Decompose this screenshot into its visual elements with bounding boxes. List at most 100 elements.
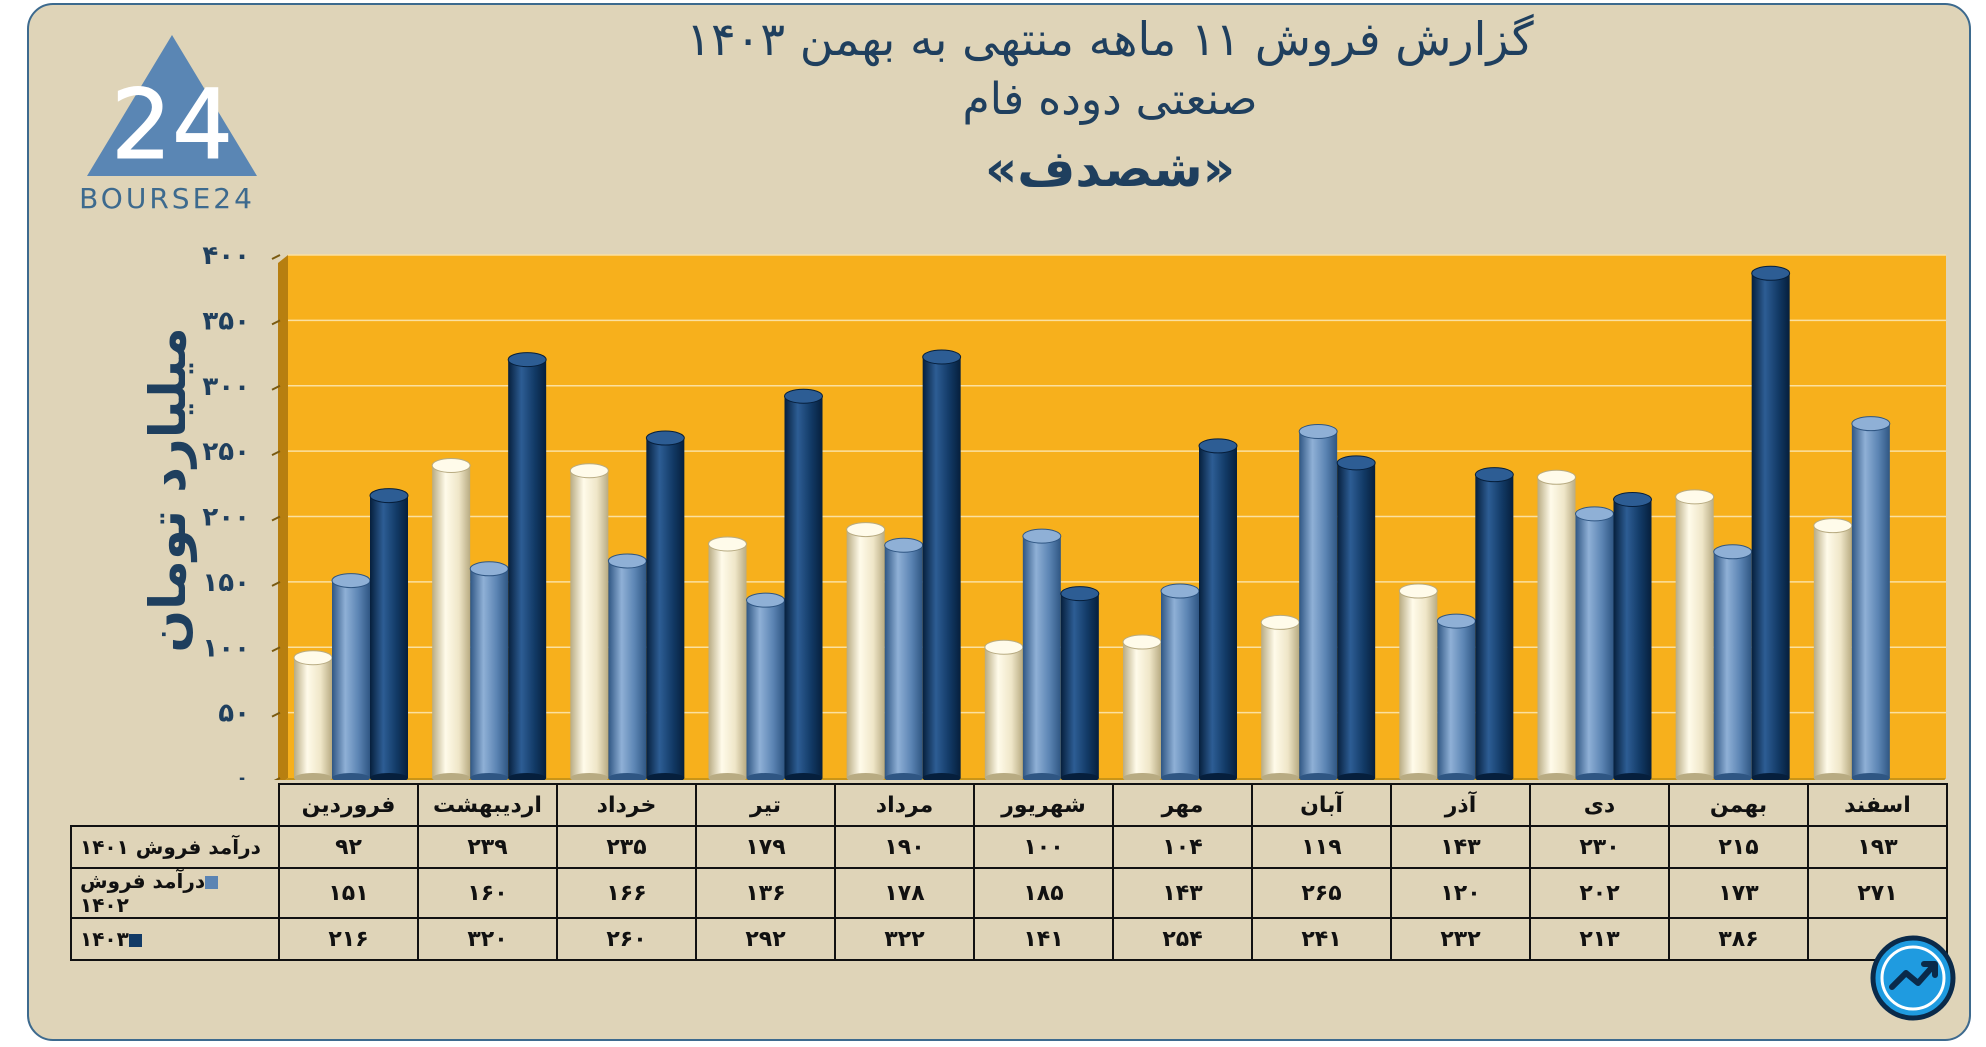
bar-body — [1022, 536, 1061, 778]
data-label: ۱۴۳ — [1390, 825, 1531, 869]
data-label: ۱۸۵ — [973, 867, 1114, 919]
data-label: ۳۸۶ — [1668, 917, 1809, 961]
data-label: ۲۱۳ — [1529, 917, 1670, 961]
bar-base — [1851, 773, 1890, 780]
bar-base — [1123, 773, 1161, 780]
bar-body — [1161, 591, 1199, 778]
x-category-label: شهریور — [973, 783, 1114, 827]
bar-top — [369, 488, 409, 504]
chart-title: گزارش فروش ۱۱ ماهه منتهی به بهمن ۱۴۰۳ — [686, 12, 1534, 66]
bar-top — [922, 349, 962, 365]
bar-body — [1713, 551, 1752, 778]
bar-body — [1851, 423, 1890, 778]
bar-body — [884, 545, 923, 778]
bar — [708, 536, 747, 780]
x-category-label: فروردین — [278, 783, 419, 827]
y-tick-label: ۲۵۰ — [202, 437, 250, 467]
y-tick — [271, 384, 281, 391]
bar-body — [1475, 474, 1514, 778]
series-legend-label: درآمد فروش ۱۴۰۱ — [70, 825, 280, 869]
data-label: ۱۹۰ — [834, 825, 975, 869]
y-tick — [271, 254, 281, 260]
data-label: ۳۲۰ — [417, 917, 558, 961]
y-tick — [271, 450, 281, 457]
bar-base — [1713, 773, 1752, 780]
x-category-label: مهر — [1112, 783, 1253, 827]
data-label: ۲۶۰ — [556, 917, 697, 961]
bar-base — [1261, 773, 1300, 780]
bar-body — [608, 560, 647, 778]
trend-arrow-icon — [1870, 935, 1956, 1021]
bar — [369, 488, 409, 780]
bar-base — [746, 773, 785, 780]
bar — [1060, 586, 1100, 780]
bar-top — [984, 639, 1024, 655]
bar-base — [370, 773, 408, 780]
bar-body — [570, 470, 609, 778]
bar-base — [1813, 773, 1852, 780]
bar-top — [1198, 438, 1238, 454]
bar-base — [708, 773, 747, 780]
bar-top — [746, 592, 785, 608]
bar-top — [1675, 489, 1715, 505]
y-tick-label: ۴۰۰ — [202, 241, 250, 271]
x-category-label: مرداد — [834, 783, 975, 827]
bar-body — [1675, 496, 1714, 778]
data-label: ۲۰۲ — [1529, 867, 1670, 919]
x-category-label: اردیبهشت — [417, 783, 558, 827]
bar-body — [1123, 642, 1161, 778]
bar-top — [1537, 469, 1576, 485]
bar-top — [1298, 424, 1338, 440]
bar-base — [332, 773, 370, 780]
bar — [1813, 518, 1853, 780]
bar-body — [922, 356, 961, 778]
bar — [1613, 492, 1652, 780]
bar — [1751, 265, 1791, 780]
bar-top — [1613, 492, 1652, 508]
bar — [1160, 583, 1200, 780]
bar — [1122, 634, 1162, 780]
y-tick — [271, 580, 281, 587]
bar-body — [1613, 499, 1652, 778]
bar-top — [1260, 614, 1300, 630]
bar-base — [608, 773, 647, 780]
bar-top — [293, 650, 333, 666]
bar-base — [646, 773, 685, 780]
bar-top — [1474, 467, 1514, 483]
x-category-label: بهمن — [1668, 783, 1809, 827]
bar — [746, 592, 785, 780]
data-label: ۲۷۱ — [1807, 867, 1948, 919]
bar-body — [846, 529, 885, 778]
bar — [1436, 613, 1476, 780]
bar — [645, 430, 685, 780]
bar-base — [1575, 773, 1614, 780]
bar-top — [1575, 506, 1614, 522]
bar-base — [1022, 773, 1061, 780]
bar — [1260, 614, 1300, 780]
bar-base — [1161, 773, 1199, 780]
bar-base — [1537, 773, 1576, 780]
bar-body — [294, 657, 332, 778]
bar-top — [784, 388, 823, 404]
series-legend-label: درآمد فروش ۱۴۰۲ — [70, 867, 280, 919]
bar-base — [1060, 773, 1099, 780]
bar-body — [508, 359, 547, 778]
data-label: ۱۴۳ — [1112, 867, 1253, 919]
bar-body — [1337, 462, 1376, 778]
bar-base — [1199, 773, 1237, 780]
y-tick-label: ۰ — [234, 764, 250, 780]
bar — [431, 458, 471, 780]
bar — [507, 352, 547, 780]
bar-top — [1713, 544, 1753, 560]
bar — [1336, 455, 1376, 780]
legend-swatch — [128, 934, 142, 947]
y-tick-label: ۳۵۰ — [202, 306, 250, 336]
chart-subtitle-symbol: «شصدف» — [985, 140, 1235, 198]
bar-chart: ۰ ۵۰ ۱۰۰ ۱۵۰ ۲۰۰ ۲۵۰ ۳۰۰ ۳۵۰ ۴۰۰ — [202, 241, 1946, 780]
bar-top — [507, 352, 547, 368]
bar-base — [294, 773, 332, 780]
series-name: درآمد فروش ۱۴۰۱ — [80, 835, 261, 859]
bar-body — [646, 438, 685, 778]
data-label: ۱۰۴ — [1112, 825, 1253, 869]
data-label: ۱۷۹ — [695, 825, 836, 869]
